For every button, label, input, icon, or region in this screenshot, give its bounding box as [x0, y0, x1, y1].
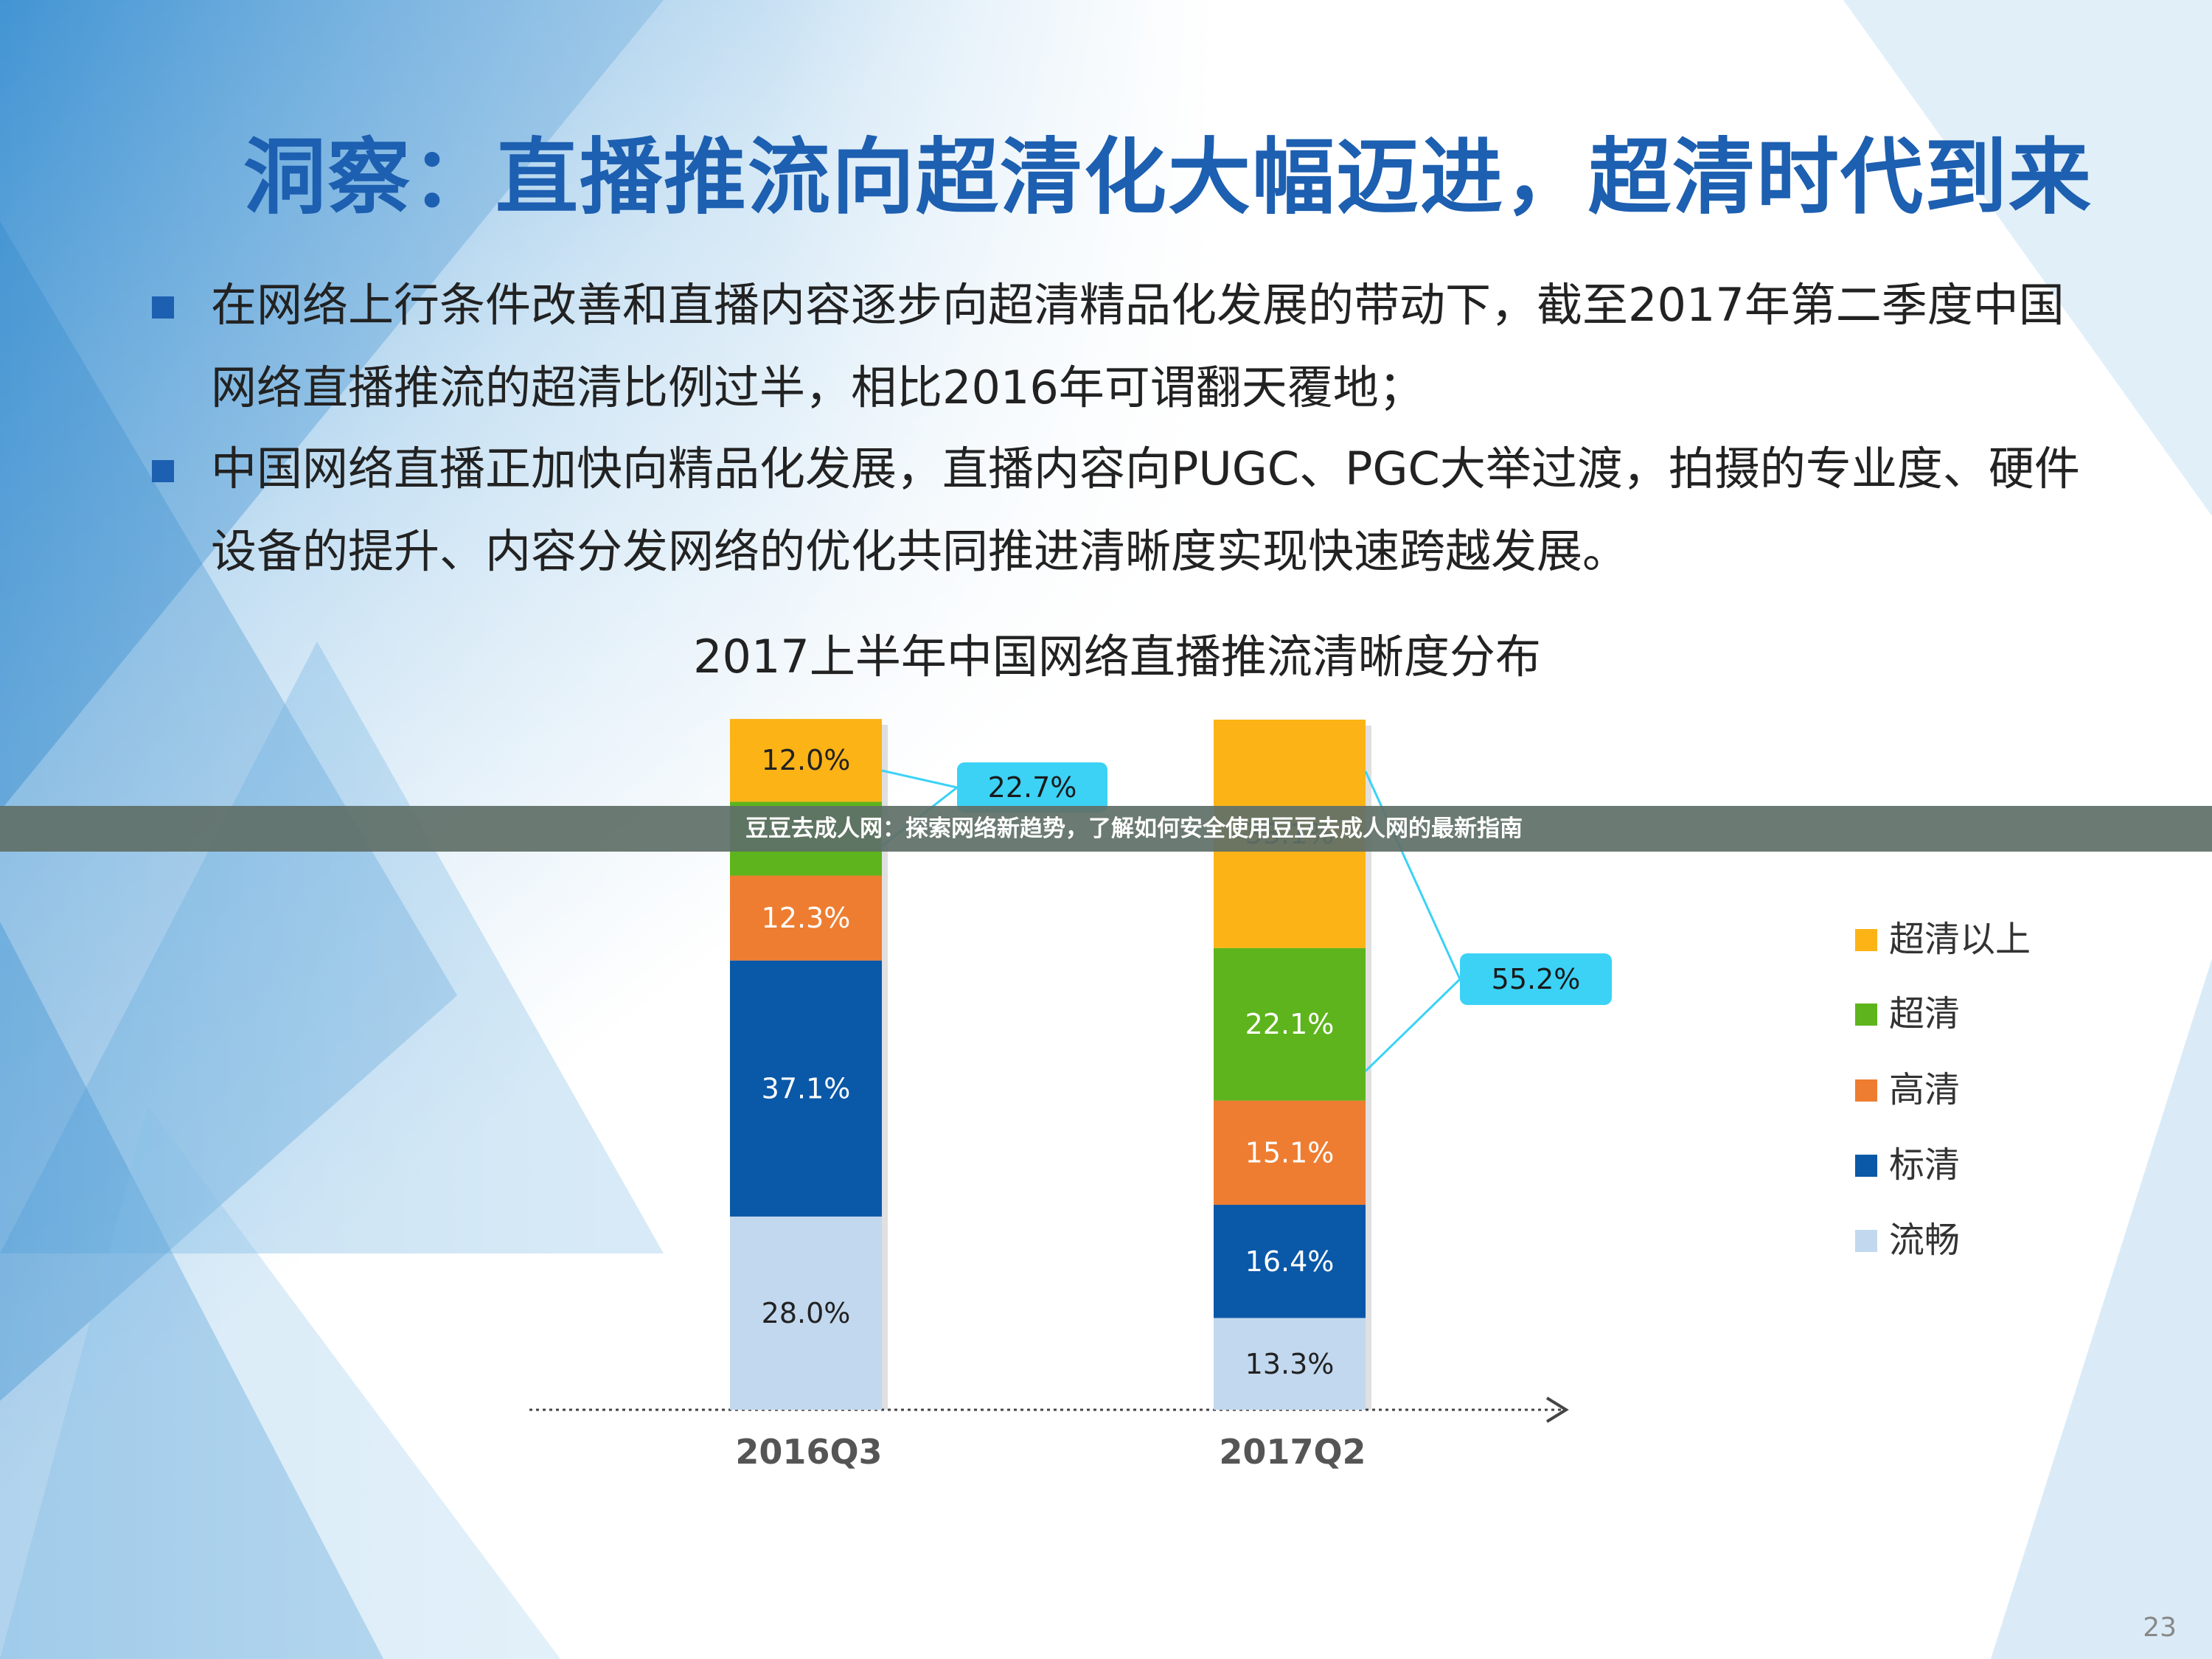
banner-text: 豆豆去成人网：探索网络新趋势，了解如何安全使用豆豆去成人网的最新指南: [745, 815, 1523, 842]
callout-box: [1460, 953, 1612, 1005]
x-tick-label: 2016Q3: [735, 1432, 882, 1472]
legend-swatch: [1855, 1230, 1877, 1252]
bar-segment-2017Q2-流畅: [1214, 1318, 1366, 1410]
data-label: 12.0%: [762, 744, 851, 776]
data-label: 37.1%: [762, 1072, 851, 1105]
legend-label: 标清: [1889, 1144, 1960, 1186]
bullet-square-icon: [152, 296, 174, 319]
bar-segment-2017Q2-高清: [1214, 1100, 1366, 1206]
data-label: 22.1%: [1245, 1008, 1335, 1040]
chart-title: 2017上半年中国网络直播推流清晰度分布: [693, 630, 1541, 684]
callout-box: [957, 762, 1107, 813]
data-label: 12.3%: [762, 902, 851, 934]
callout-label: 22.7%: [988, 771, 1077, 804]
x-axis-arrow-icon: [1545, 1397, 1569, 1423]
overlay-banner: 豆豆去成人网：探索网络新趋势，了解如何安全使用豆豆去成人网的最新指南: [0, 806, 2212, 852]
bar-segment-2016Q3-流畅: [730, 1216, 882, 1410]
page-number: 23: [2143, 1613, 2177, 1643]
bar-segment-2016Q3-高清: [730, 875, 882, 961]
data-label: 13.3%: [1245, 1348, 1335, 1380]
data-label: 15.1%: [1245, 1136, 1335, 1169]
legend-swatch: [1855, 1155, 1877, 1177]
bar-segment-2016Q3-标清: [730, 960, 882, 1217]
legend-swatch: [1855, 1004, 1877, 1026]
x-tick-label: 2017Q2: [1219, 1432, 1366, 1472]
bullet-text: 中国网络直播正加快向精品化发展，直播内容向PUGC、PGC大举过渡，拍摄的专业度…: [211, 442, 2080, 578]
legend-swatch: [1855, 929, 1877, 951]
callout-label: 55.2%: [1492, 963, 1581, 995]
legend-label: 高清: [1889, 1069, 1960, 1110]
slide-title: 洞察：直播推流向超清化大幅迈进，超清时代到来: [243, 130, 2093, 226]
data-label: 28.0%: [762, 1297, 851, 1329]
bar-segment-2017Q2-标清: [1214, 1205, 1366, 1318]
legend-label: 超清: [1889, 993, 1960, 1034]
legend-label: 超清以上: [1889, 919, 2031, 960]
legend-label: 流畅: [1889, 1220, 1960, 1261]
bar-segment-2016Q3-超清以上: [730, 719, 882, 802]
legend-swatch: [1855, 1079, 1877, 1102]
data-label: 16.4%: [1245, 1245, 1335, 1278]
bar-segment-2017Q2-超清: [1214, 947, 1366, 1101]
bullet-square-icon: [152, 460, 174, 482]
bullet-text: 在网络上行条件改善和直播内容逐步向超清精品化发展的带动下，截至2017年第二季度…: [211, 278, 2065, 414]
